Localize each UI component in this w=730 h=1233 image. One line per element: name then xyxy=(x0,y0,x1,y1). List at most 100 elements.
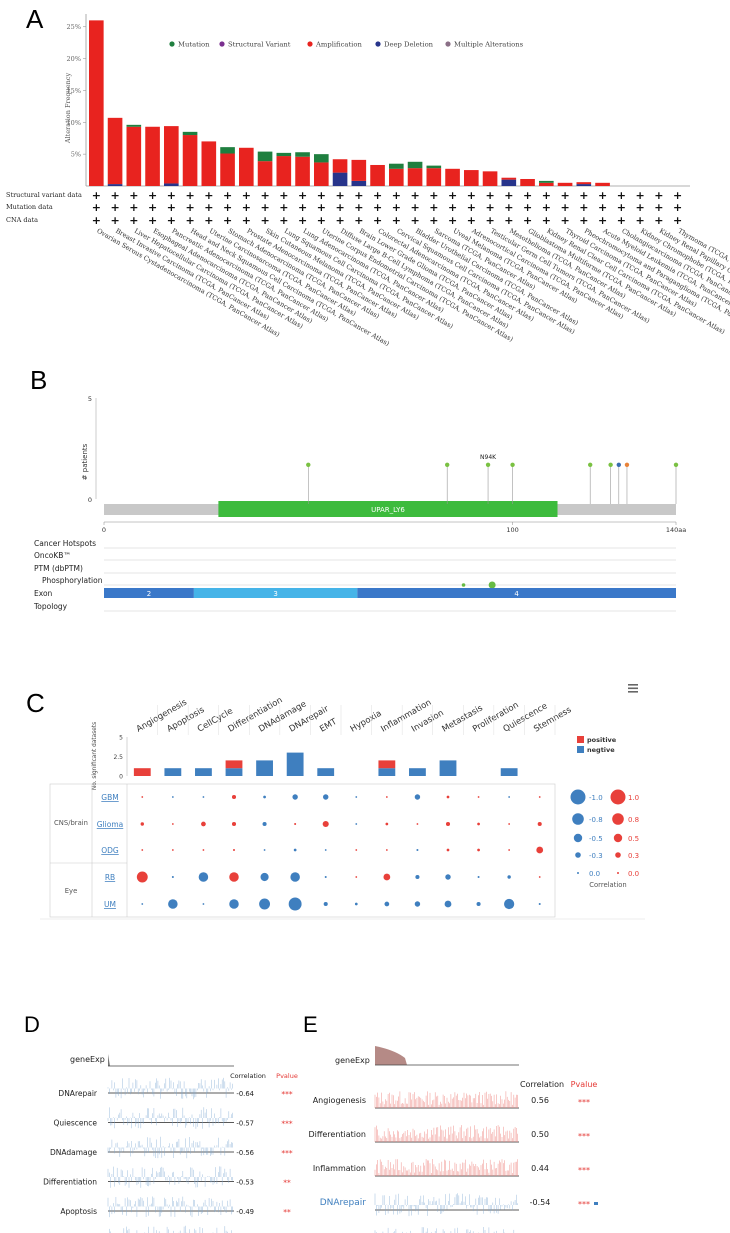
b-domain-label: UPAR_LY6 xyxy=(371,506,405,514)
a-bar-mutation xyxy=(295,152,310,157)
a-row-marker: + xyxy=(167,201,176,214)
a-bar-amplification xyxy=(257,161,273,186)
b-y-tick-label: 0 xyxy=(88,496,92,504)
a-row-marker: + xyxy=(110,201,119,214)
track-signal xyxy=(374,1227,515,1233)
c-bar-legend-label: negtive xyxy=(587,746,615,754)
c-bar-y-tick: 0 xyxy=(119,774,123,781)
a-row-marker: + xyxy=(317,201,326,214)
lollipop-plot: # patients 5 0 UPAR_LY6 N94K 0 100 140aa Cance… xyxy=(33,395,686,612)
a-bar-mutation xyxy=(257,151,273,162)
a-bar-amplification xyxy=(126,126,142,186)
c-bar-negtive xyxy=(164,768,182,776)
c-size-legend-dot xyxy=(613,833,623,843)
c-bar-negtive xyxy=(409,768,426,776)
a-row-marker: + xyxy=(485,214,494,227)
panel-letter-c: C xyxy=(26,688,45,718)
c-bar-y-label: No. significant datasets xyxy=(92,722,98,790)
c-corr-dot xyxy=(538,902,541,906)
c-size-legend-label: -1.0 xyxy=(589,794,603,802)
a-row-marker: + xyxy=(654,189,663,202)
a-row-marker: + xyxy=(260,201,269,214)
a-bar-mutation xyxy=(126,124,142,127)
a-y-tick-label: 20% xyxy=(67,55,81,63)
c-size-legend-label: -0.8 xyxy=(589,816,603,824)
c-row-label: RB xyxy=(105,873,115,882)
c-corr-dot xyxy=(476,901,481,907)
a-row-marker: + xyxy=(467,214,476,227)
a-bar-deep-deletion xyxy=(164,183,179,186)
a-y-tick-label: 10% xyxy=(67,119,81,127)
track-signal xyxy=(107,1107,233,1129)
a-row-marker: + xyxy=(523,189,532,202)
a-bar-amplification xyxy=(239,147,254,186)
c-corr-dot xyxy=(536,846,544,854)
c-size-legend-dot xyxy=(610,789,626,805)
c-size-legend-title: Correlation xyxy=(589,881,626,889)
a-bar-amplification xyxy=(501,177,517,180)
a-legend-swatch xyxy=(375,41,381,47)
c-corr-dot xyxy=(263,849,266,851)
c-corr-dot xyxy=(508,796,511,798)
c-bar-negtive xyxy=(378,768,396,776)
a-row-marker: + xyxy=(448,214,457,227)
a-bar-deep-deletion xyxy=(107,184,123,186)
a-bar-amplification xyxy=(595,182,610,186)
e-row-label: Angiogenesis xyxy=(313,1096,366,1105)
c-group-label: Eye xyxy=(65,887,78,895)
a-row-marker: + xyxy=(410,214,419,227)
a-row-marker: + xyxy=(654,201,663,214)
d-row-label: Differentiation xyxy=(43,1178,97,1187)
a-row-marker: + xyxy=(298,214,307,227)
a-row-marker: + xyxy=(504,189,513,202)
c-size-legend-label: 0.5 xyxy=(628,835,639,843)
a-bar-amplification xyxy=(520,178,535,186)
e-correlation-value: 0.56 xyxy=(531,1096,549,1105)
a-row-marker: + xyxy=(223,214,232,227)
c-row-label: Glioma xyxy=(97,820,123,829)
c-corr-dot xyxy=(171,849,174,851)
b-phospho-site xyxy=(461,583,466,587)
c-corr-dot xyxy=(322,820,329,828)
c-size-legend-dot xyxy=(573,833,583,843)
c-bar-positive xyxy=(133,768,151,776)
c-corr-dot xyxy=(446,795,450,799)
e-row-label: Inflammation xyxy=(313,1164,366,1173)
a-legend-label: Mutation xyxy=(178,41,210,49)
a-y-tick-label: 5% xyxy=(71,151,81,159)
c-size-legend-label: 0.3 xyxy=(628,852,639,860)
a-row-marker: + xyxy=(673,214,682,227)
a-row-marker: + xyxy=(167,214,176,227)
c-corr-dot xyxy=(171,875,174,879)
a-bar-amplification xyxy=(557,182,573,186)
a-row-marker: + xyxy=(260,214,269,227)
c-column-header: Hypoxia xyxy=(349,709,384,735)
c-size-legend-dot xyxy=(570,789,586,805)
c-corr-dot xyxy=(445,821,451,827)
a-row-marker: + xyxy=(635,201,644,214)
hamburger-menu-icon[interactable] xyxy=(628,684,638,693)
c-bar-legend-swatch xyxy=(577,736,584,743)
c-size-legend-dot xyxy=(617,872,619,874)
c-corr-dot xyxy=(383,873,391,881)
a-bar-amplification xyxy=(314,162,329,186)
c-corr-dot xyxy=(171,796,174,798)
c-corr-dot xyxy=(445,874,451,880)
c-corr-dot xyxy=(229,899,239,909)
a-legend-swatch xyxy=(219,41,225,47)
d-correlation-value: -0.57 xyxy=(236,1120,254,1128)
a-row-marker: + xyxy=(373,189,382,202)
a-bar-amplification xyxy=(89,20,104,186)
a-legend-label: Amplification xyxy=(315,41,362,49)
b-lollipop-head xyxy=(673,462,679,467)
a-bar-deep-deletion xyxy=(501,179,517,186)
a-row-marker: + xyxy=(167,189,176,202)
c-grid-frame xyxy=(49,783,556,918)
a-bar-amplification xyxy=(220,153,235,186)
c-corr-dot xyxy=(355,796,358,798)
c-corr-dot xyxy=(141,796,144,798)
a-row-marker: + xyxy=(92,214,101,227)
c-corr-dot xyxy=(416,848,419,852)
c-size-legend-dot xyxy=(612,813,624,825)
